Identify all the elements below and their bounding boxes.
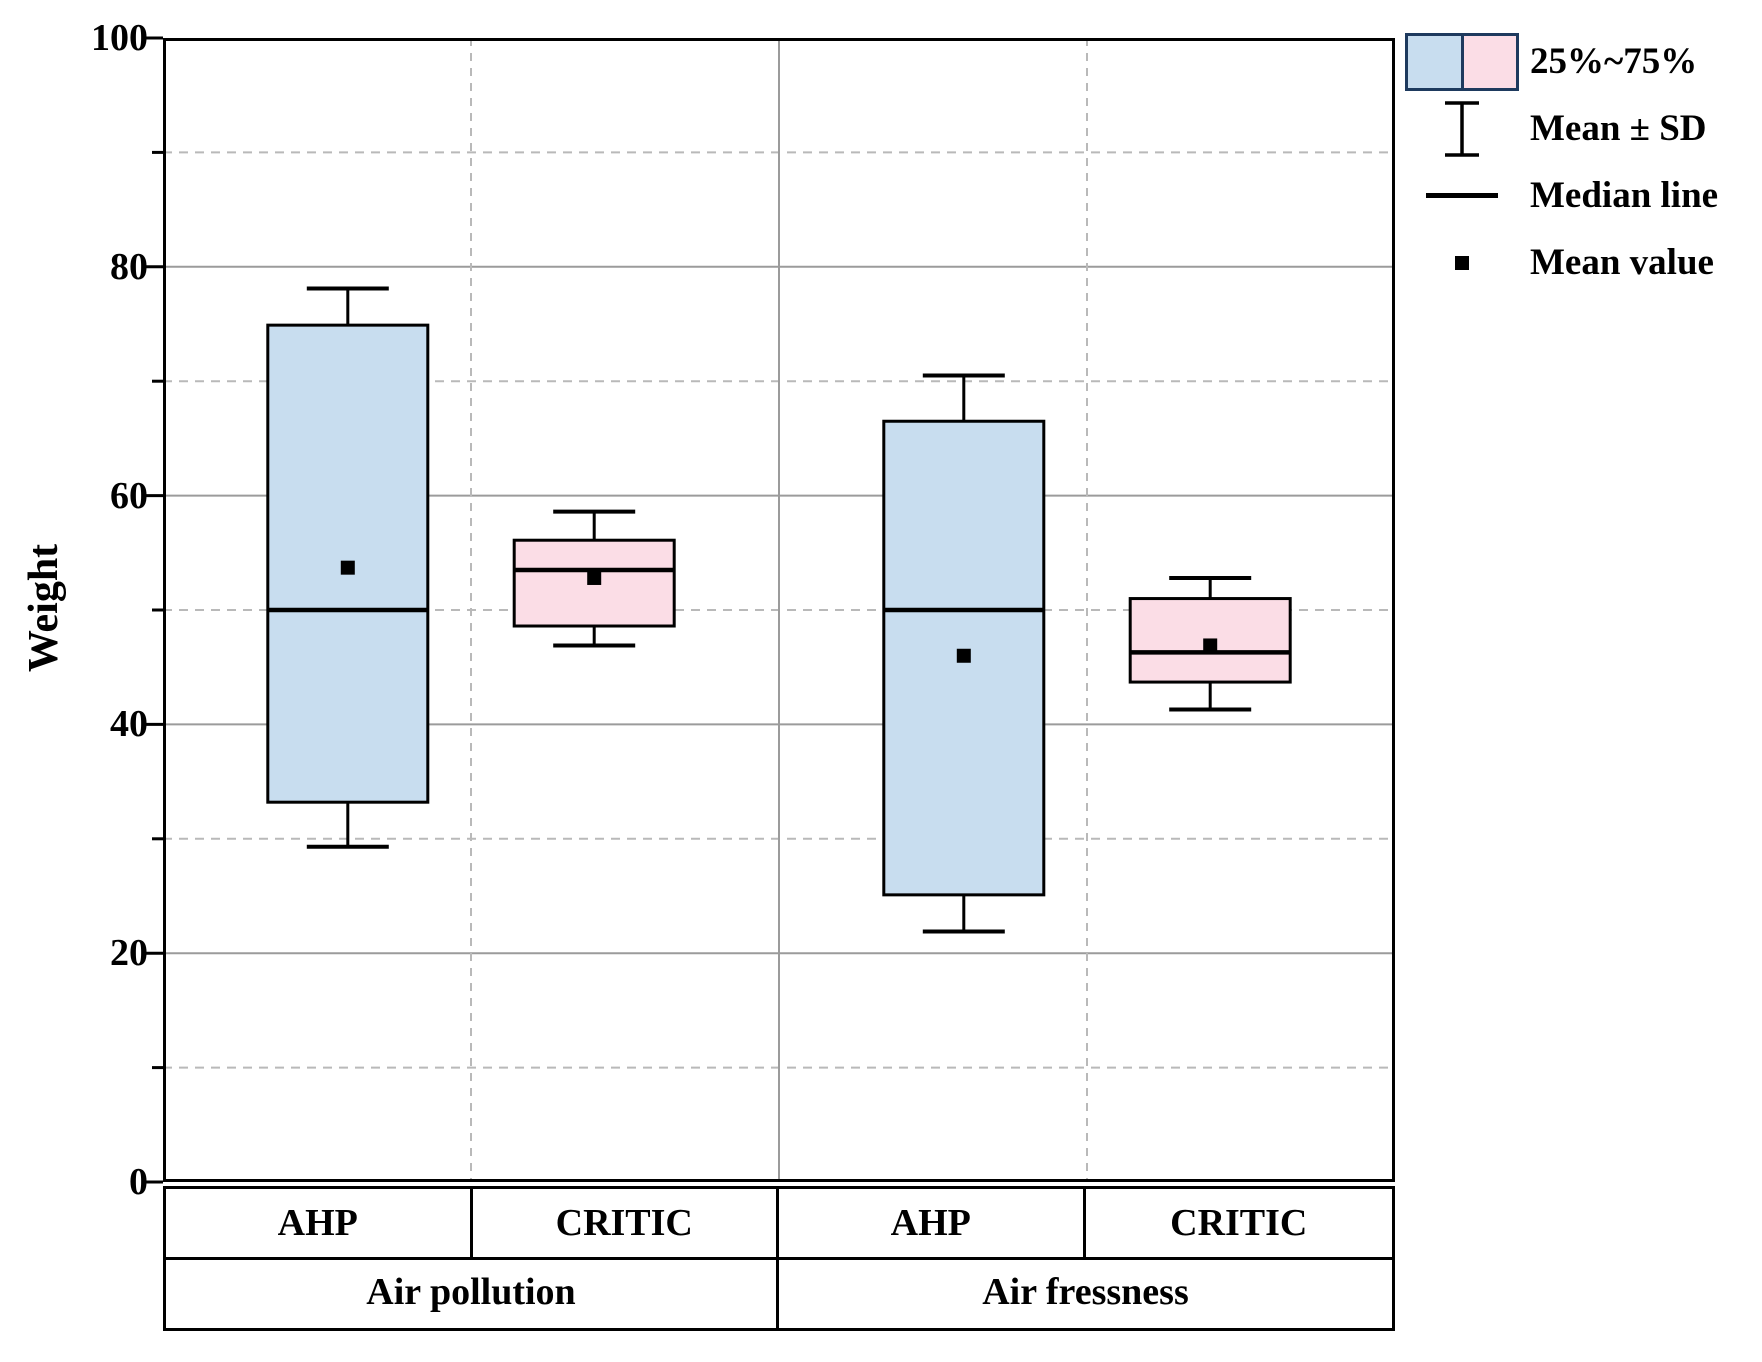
mean-marker xyxy=(1203,638,1218,653)
x-axis-group-label: Air pollution xyxy=(166,1260,779,1328)
x-axis-group-label: Air fressness xyxy=(982,1271,1189,1313)
y-tick-label: 40 xyxy=(110,703,148,746)
mean-marker xyxy=(340,560,355,575)
legend-label: Median line xyxy=(1530,175,1719,216)
y-tick-label: 20 xyxy=(110,932,148,975)
x-axis-group-row: Air pollution Air fressness xyxy=(166,1260,1392,1328)
plot-area xyxy=(145,36,1395,1184)
x-axis-method-row: AHP CRITIC AHP CRITIC xyxy=(166,1189,1392,1260)
y-tick-label: 0 xyxy=(129,1161,148,1203)
quartile-range-swatch-icon xyxy=(1405,32,1519,91)
x-axis-method-label: AHP xyxy=(166,1189,473,1260)
y-tick-label: 100 xyxy=(91,17,148,59)
y-axis-title: Weight xyxy=(21,543,67,673)
median-line-icon xyxy=(1426,193,1498,198)
legend-label: 25%~75% xyxy=(1530,41,1698,82)
x-axis-method-label: AHP xyxy=(779,1189,1086,1260)
legend-item-median: Median line xyxy=(1398,162,1718,229)
mean-marker xyxy=(956,648,971,663)
mean-marker xyxy=(587,570,602,585)
legend-label: Mean value xyxy=(1530,242,1714,283)
error-bar-icon xyxy=(1445,100,1479,157)
mean-square-icon xyxy=(1455,255,1469,270)
legend-label: Mean ± SD xyxy=(1530,108,1707,149)
legend-item-mean-sd: Mean ± SD xyxy=(1398,95,1718,162)
legend-item-quartile-range: 25%~75% xyxy=(1398,28,1718,95)
x-axis-table: AHP CRITIC AHP CRITIC Air pollution Air … xyxy=(163,1186,1395,1331)
x-axis-method-label: CRITIC xyxy=(472,1189,779,1260)
plot-frame xyxy=(163,38,1395,1182)
legend: 25%~75% Mean ± SD Median line Mean value xyxy=(1398,28,1718,296)
x-axis-method-label: CRITIC xyxy=(1085,1189,1392,1260)
y-tick-label: 60 xyxy=(110,474,148,517)
legend-item-mean: Mean value xyxy=(1398,229,1718,296)
y-tick-label: 80 xyxy=(110,245,148,288)
